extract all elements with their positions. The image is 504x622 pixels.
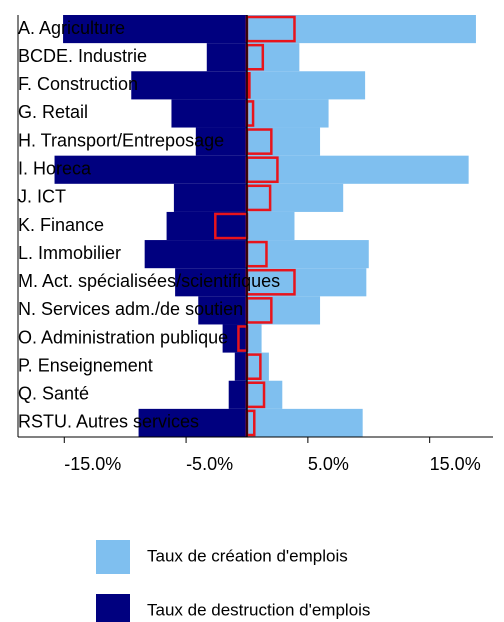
bar <box>195 127 247 156</box>
bar <box>246 43 300 72</box>
category-label: O. Administration publique <box>18 327 228 347</box>
bar <box>246 408 363 437</box>
bar <box>144 240 247 269</box>
bar <box>234 352 247 381</box>
bar <box>131 71 247 100</box>
bar <box>54 155 247 184</box>
x-tick-label: 15.0% <box>430 454 481 474</box>
bar <box>246 268 367 297</box>
bar <box>171 99 247 128</box>
bar <box>246 296 321 325</box>
bar <box>206 43 247 72</box>
bar <box>246 99 329 128</box>
x-tick-label: 5.0% <box>308 454 349 474</box>
bar <box>166 211 247 241</box>
legend-label: Taux de destruction d'emplois <box>147 600 370 619</box>
bar <box>138 408 247 437</box>
category-label: I. Horeca <box>18 158 92 178</box>
x-tick-label: -5.0% <box>186 454 233 474</box>
x-tick-label: -15.0% <box>64 454 121 474</box>
legend-label: Taux de création d'emplois <box>147 546 348 565</box>
legend-swatch <box>96 540 130 574</box>
category-label: L. Immobilier <box>18 243 121 263</box>
bar <box>246 127 321 156</box>
bar <box>246 155 469 184</box>
bar <box>246 352 269 381</box>
category-label: P. Enseignement <box>18 355 153 375</box>
category-label: BCDE. Industrie <box>18 46 147 66</box>
category-label: J. ICT <box>18 187 66 207</box>
legend-swatch <box>96 594 130 622</box>
category-label: F. Construction <box>18 74 138 94</box>
bar <box>173 183 247 212</box>
bar <box>222 324 247 353</box>
bar <box>228 380 247 409</box>
category-label: A. Agriculture <box>18 18 125 38</box>
bar <box>246 15 476 44</box>
category-label: RSTU. Autres services <box>18 412 199 432</box>
category-label: H. Transport/Entreposage <box>18 130 224 150</box>
bar <box>198 296 247 325</box>
category-label: Q. Santé <box>18 384 89 404</box>
category-label: G. Retail <box>18 102 88 122</box>
bar <box>175 268 247 297</box>
category-label: M. Act. spécialisées/scientifiques <box>18 271 280 291</box>
category-label: N. Services adm./de soutien <box>18 299 243 319</box>
bar <box>246 183 344 212</box>
bar <box>246 324 262 353</box>
bar <box>246 71 366 100</box>
bar <box>246 211 295 241</box>
bar <box>63 15 247 44</box>
category-label: K. Finance <box>18 215 104 235</box>
